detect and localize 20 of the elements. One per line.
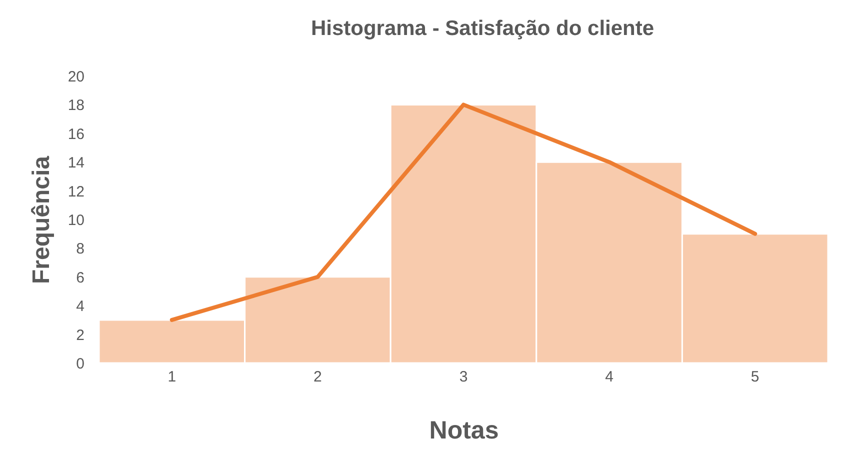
y-tick-label: 8: [76, 240, 84, 258]
chart-title: Histograma - Satisfação do cliente: [310, 17, 654, 40]
y-tick-label: 20: [68, 68, 84, 86]
x-tick-label: 4: [605, 368, 614, 386]
y-tick-label: 4: [76, 298, 84, 316]
y-tick-label: 6: [76, 269, 84, 286]
x-tick-label: 2: [314, 368, 322, 386]
y-axis-title: Frequência: [28, 155, 55, 284]
x-tick-label: 5: [750, 368, 760, 386]
y-tick-label: 14: [68, 154, 84, 172]
y-tick-label: 2: [76, 326, 84, 344]
y-tick-label: 18: [68, 97, 84, 114]
x-tick-label: 3: [459, 368, 468, 386]
line-series: [170, 102, 758, 322]
x-axis-title: Notas: [429, 416, 499, 444]
y-tick-label: 12: [68, 183, 84, 200]
y-tick-label: 0: [76, 356, 84, 372]
y-tick-label: 10: [68, 212, 84, 229]
x-tick-label: 1: [168, 368, 176, 386]
y-tick-label: 16: [68, 126, 84, 143]
